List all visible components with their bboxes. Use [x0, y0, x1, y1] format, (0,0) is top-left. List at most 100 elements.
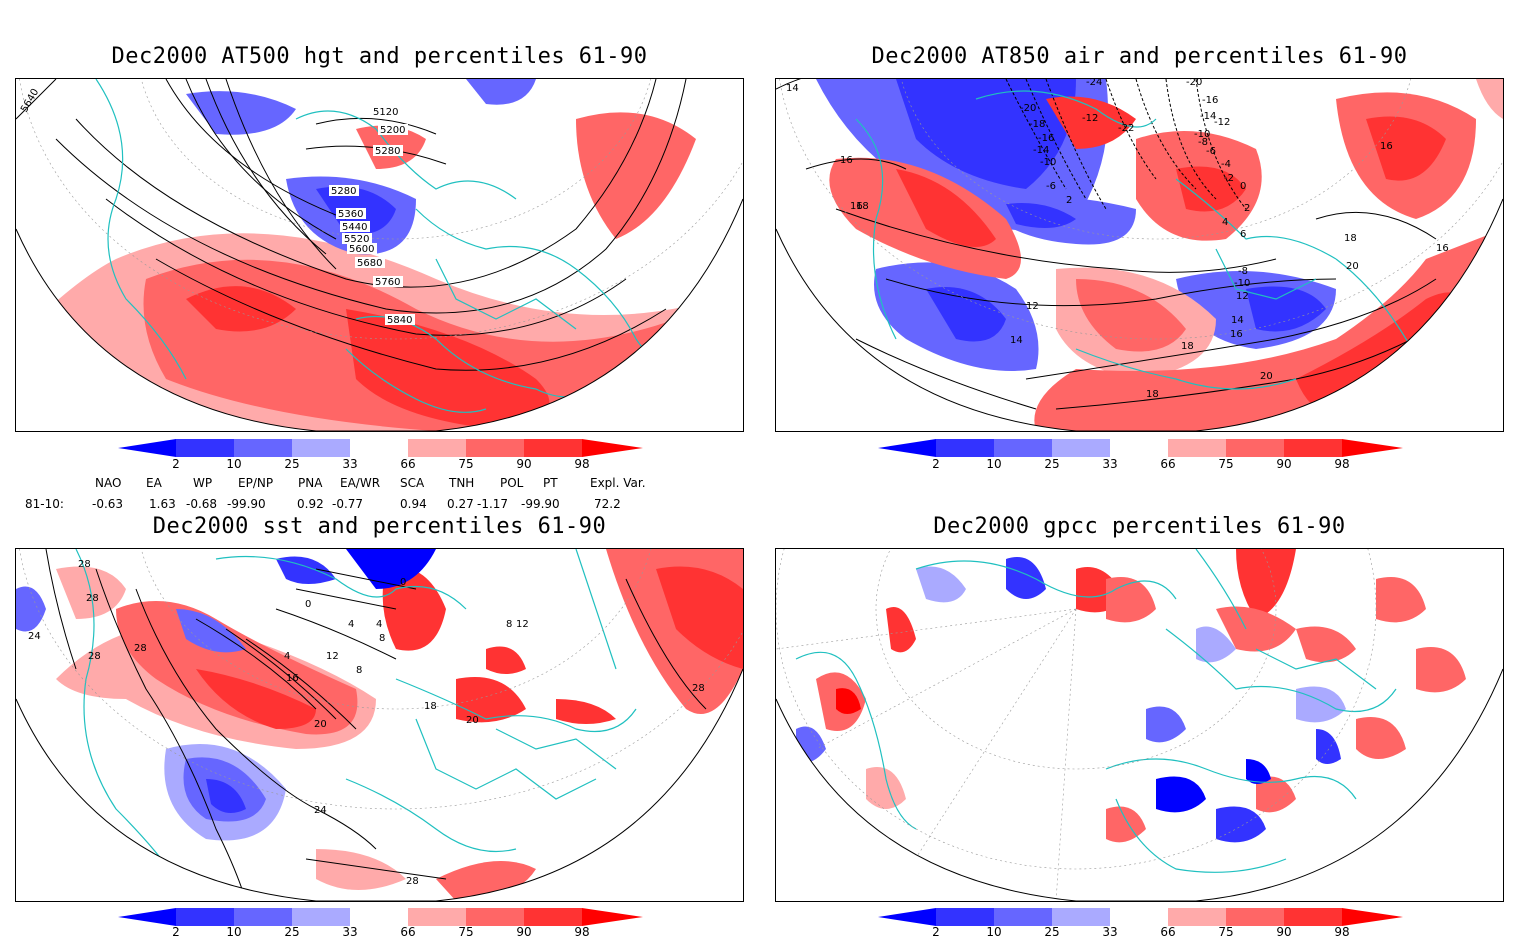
contour-label: 20 [314, 719, 327, 730]
contour-label: 24 [28, 631, 41, 642]
colorbar-tick: 10 [986, 457, 1002, 471]
colorbar-tick: 10 [226, 925, 242, 939]
map-panel-gpcc [775, 548, 1504, 902]
colorbar-tick: 2 [172, 925, 180, 939]
index-header: EP/NP [238, 476, 274, 490]
colorbar-tick: 33 [1102, 925, 1118, 939]
contour-label: 28 [78, 559, 91, 570]
contour-label: -10 [1194, 129, 1210, 140]
index-value: 1.63 [149, 497, 176, 511]
contour-label: 14 [786, 83, 799, 94]
contour-label: -16 [1038, 133, 1054, 144]
colorbar-tick: 90 [1276, 925, 1292, 939]
contour-label-box: 5280 [329, 185, 359, 197]
contour-label: -6 [1046, 181, 1056, 192]
colorbar-tick: 33 [1102, 457, 1118, 471]
contour-label: 28 [406, 876, 419, 887]
contour-label: 12 [516, 619, 529, 630]
contour-label-box: 5600 [347, 243, 377, 255]
index-header: PNA [298, 476, 323, 490]
colorbar-tick: 10 [226, 457, 242, 471]
colorbar-tick: 66 [400, 457, 416, 471]
contour-label: 18 [1181, 341, 1194, 352]
panel-title-air850: Dec2000 AT850 air and percentiles 61-90 [871, 44, 1408, 69]
contour-label: 14 [1231, 315, 1244, 326]
colorbar-tick: 90 [516, 925, 532, 939]
index-value: -1.17 [477, 497, 509, 511]
contour-label: 14 [1010, 335, 1023, 346]
contour-label: -14 [1033, 145, 1049, 156]
contour-label-box: 5200 [378, 124, 408, 136]
index-header: Expl. Var. [590, 476, 646, 490]
colorbar-tick: 66 [1160, 925, 1176, 939]
contour-label: 0 [305, 599, 311, 610]
colorbar-tick: 66 [400, 925, 416, 939]
contour-label: 0 [1240, 181, 1246, 192]
contour-label: 2 [1066, 195, 1072, 206]
contour-label: 2 [1244, 203, 1250, 214]
panel-title-hgt500: Dec2000 AT500 hgt and percentiles 61-90 [111, 44, 648, 69]
colorbar-gpcc: 2 10 25 33 66 75 90 98 [878, 908, 1403, 940]
colorbar-tick: 90 [1276, 457, 1292, 471]
colorbar-tick: 25 [284, 457, 300, 471]
index-value: -99.90 [521, 497, 560, 511]
colorbar-tick: 75 [458, 457, 474, 471]
svg-text:5280: 5280 [331, 186, 356, 197]
contour-label: 16 [850, 201, 863, 212]
contour-label: 28 [88, 651, 101, 662]
contour-label-box: 5360 [336, 208, 366, 220]
contour-label: 6 [1240, 229, 1246, 240]
index-value: -0.63 [92, 497, 124, 511]
contour-label: 16 [1380, 141, 1393, 152]
contour-label: -24 [1086, 79, 1102, 88]
contour-label: 28 [86, 593, 99, 604]
index-value: -99.90 [227, 497, 266, 511]
contour-label: 4 [376, 619, 382, 630]
index-header: NAO [95, 476, 122, 490]
colorbar-tick: 33 [342, 925, 358, 939]
contour-label: -10 [1234, 278, 1250, 289]
index-value: -0.68 [186, 497, 218, 511]
contour-label: 8 [379, 633, 385, 644]
contour-label: 18 [1146, 389, 1159, 400]
contour-label: 24 [314, 805, 327, 816]
contour-label: 20 [1346, 261, 1359, 272]
contour-label: 8 [506, 619, 512, 630]
colorbar-air850: 2 10 25 33 66 75 90 98 [878, 439, 1403, 475]
index-row-label: 81-10: [25, 497, 64, 511]
contour-label: 12 [1026, 301, 1039, 312]
svg-text:5760: 5760 [375, 277, 400, 288]
svg-text:5360: 5360 [338, 209, 363, 220]
contour-label-box: 5840 [385, 314, 415, 326]
colorbar-tick: 25 [284, 925, 300, 939]
contour-label: 16 [1436, 243, 1449, 254]
contour-label: 5640 [19, 87, 41, 115]
index-header: WP [193, 476, 213, 490]
colorbar-tick: 75 [1218, 925, 1234, 939]
svg-text:5600: 5600 [349, 244, 374, 255]
map-panel-air850: 14 16 -24 -20 -16 -20 -18 -16 -14 -12 -2… [775, 78, 1504, 432]
svg-text:5120: 5120 [373, 107, 398, 118]
contour-label-box: 5120 [371, 106, 401, 118]
contour-label: -8 [1238, 266, 1248, 277]
contour-label: 16 [1230, 329, 1243, 340]
contour-label: 28 [692, 683, 705, 694]
contour-label: -20 [1186, 79, 1202, 88]
contour-label: 4 [284, 651, 290, 662]
contour-label: -6 [1206, 146, 1216, 157]
colorbar-sst: 2 10 25 33 66 75 90 98 [118, 908, 643, 940]
contour-label: 16 [286, 673, 299, 684]
colorbar-tick: 10 [986, 925, 1002, 939]
index-value: 0.94 [400, 497, 427, 511]
contour-label: 8 [356, 665, 362, 676]
colorbar-tick: 75 [458, 925, 474, 939]
map-panel-hgt500: 5640 5120 5200 5280 5280 5360 5440 5520 … [15, 78, 744, 432]
contour-label: 28 [134, 643, 147, 654]
colorbar-hgt500: 2 10 25 33 66 75 90 98 [118, 439, 643, 475]
svg-text:5520: 5520 [344, 234, 369, 245]
index-header: PT [543, 476, 558, 490]
contour-label: -4 [1221, 159, 1231, 170]
contour-label: -10 [1040, 157, 1056, 168]
contour-label-box: 5680 [355, 257, 385, 269]
index-header: POL [500, 476, 524, 490]
